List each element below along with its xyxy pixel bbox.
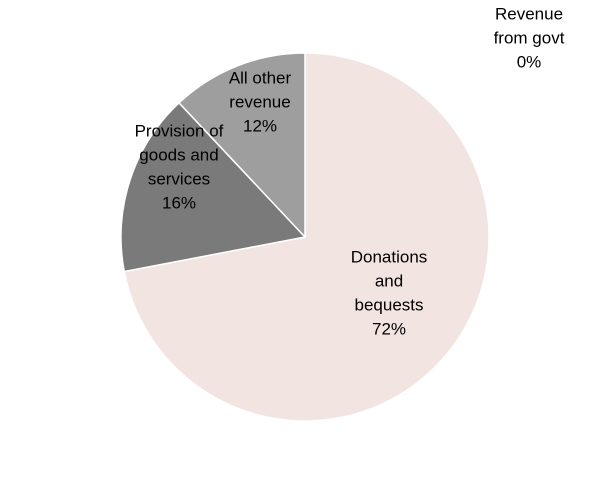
pie-label-provision-of-goods-and-services: Provision of goods and services 16%: [135, 121, 224, 212]
pie-label-text: Provision of: [135, 121, 224, 140]
pie-label-all-other-revenue: All other revenue 12%: [229, 68, 292, 135]
pie-label-text: from govt: [494, 28, 565, 47]
pie-label-revenue-from-govt: Revenue from govt 0%: [494, 4, 565, 71]
pie-label-text: services: [148, 169, 210, 188]
pie-label-text: All other: [229, 68, 292, 87]
pie-label-text: and: [375, 271, 403, 290]
pie-label-value: 0%: [517, 52, 542, 71]
pie-label-value: 16%: [162, 193, 196, 212]
pie-slice-donations-and-bequests: [123, 52, 490, 422]
pie-label-text: revenue: [229, 92, 290, 111]
pie-labels: Donations and bequests 72% Provision of goods…: [135, 4, 565, 338]
pie-slices: [120, 52, 490, 422]
pie-label-text: bequests: [355, 295, 424, 314]
pie-label-value: 12%: [243, 116, 277, 135]
pie-label-text: Donations: [351, 247, 428, 266]
pie-slice-all-other-revenue: [178, 52, 306, 238]
pie-label-text: goods and: [139, 145, 218, 164]
pie-label-donations-and-bequests: Donations and bequests 72%: [351, 247, 428, 338]
pie-label-value: 72%: [372, 319, 406, 338]
pie-label-text: Revenue: [495, 4, 563, 23]
pie-slice-provision-of-goods-and-services: [120, 102, 306, 273]
